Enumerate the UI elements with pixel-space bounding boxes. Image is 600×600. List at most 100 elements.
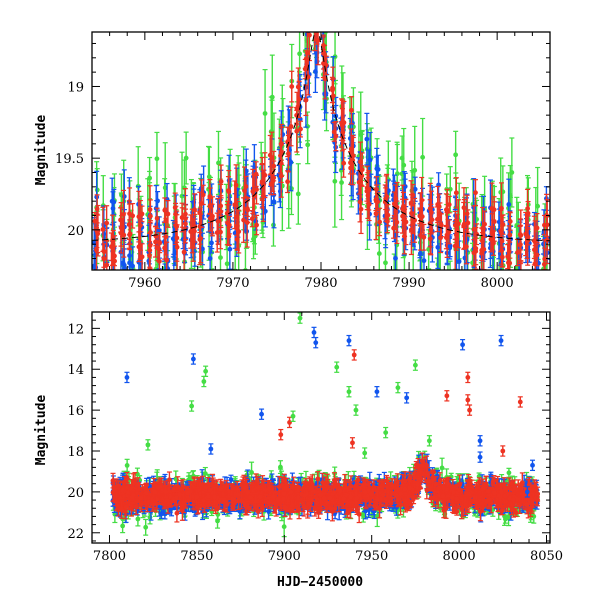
data-point-red xyxy=(259,163,265,200)
data-point-red xyxy=(197,191,203,234)
data-point-green xyxy=(346,386,352,398)
data-point-green xyxy=(143,518,149,536)
data-point-green xyxy=(189,400,195,412)
data-point-red xyxy=(118,219,124,247)
data-point-red xyxy=(384,209,390,234)
data-point-green xyxy=(295,163,301,225)
data-point-red xyxy=(467,404,473,416)
data-point-green xyxy=(420,117,426,197)
data-point-green xyxy=(183,131,189,185)
data-point-red xyxy=(500,445,506,457)
data-point-red xyxy=(400,191,406,221)
data-point-red xyxy=(348,96,354,125)
data-point-red xyxy=(225,200,231,246)
data-point-blue xyxy=(374,386,380,398)
data-point-blue xyxy=(447,236,453,260)
data-point-red xyxy=(341,148,347,178)
data-point-red xyxy=(438,213,444,238)
data-point-blue xyxy=(477,451,483,463)
data-point-red xyxy=(303,84,309,117)
top-panel-zoom: 7960 7970 7980 7990 8000 19 19.5 20 xyxy=(55,0,551,306)
data-point-red xyxy=(101,249,107,268)
data-point-blue xyxy=(313,336,319,349)
data-point-red xyxy=(349,437,355,449)
data-point-blue xyxy=(435,225,441,270)
data-point-green xyxy=(124,458,130,473)
data-point-green xyxy=(277,460,283,475)
data-point-red xyxy=(391,191,397,217)
data-point-red xyxy=(253,161,259,188)
data-point-red xyxy=(419,176,425,224)
data-point-red xyxy=(162,236,168,260)
x-tick-label: 7990 xyxy=(393,276,426,291)
y-tick-label: 20 xyxy=(67,486,84,501)
data-point-blue xyxy=(208,443,214,455)
data-point-red xyxy=(315,32,321,66)
data-point-red xyxy=(350,136,356,175)
data-point-blue xyxy=(259,408,265,420)
data-point-blue xyxy=(460,338,466,351)
x-tick-label: 7960 xyxy=(128,276,161,291)
data-point-red xyxy=(157,232,163,254)
y-tick-label: 16 xyxy=(67,404,84,419)
data-point-red xyxy=(289,70,295,103)
data-point-red xyxy=(544,215,550,265)
data-point-green xyxy=(514,226,520,270)
data-point-red xyxy=(139,205,145,223)
data-point-blue xyxy=(533,268,539,270)
bottom-panel-full-season: 7800 7850 7900 7950 8000 8050 12 14 16 18 20 22 xyxy=(67,311,563,564)
data-point-green xyxy=(334,361,340,373)
data-point-red xyxy=(234,200,240,251)
data-point-red xyxy=(525,200,531,226)
data-point-red xyxy=(320,36,326,55)
data-point-red xyxy=(287,416,293,429)
x-tick-label: 7980 xyxy=(304,276,337,291)
data-point-green xyxy=(428,272,433,306)
data-point-red xyxy=(104,240,110,270)
data-point-red xyxy=(331,121,337,142)
data-point-red xyxy=(429,206,435,233)
data-point-red xyxy=(245,197,251,223)
data-point-red xyxy=(446,219,452,245)
data-point-green xyxy=(353,404,359,416)
data-point-red xyxy=(182,188,188,241)
data-point-red xyxy=(147,199,153,234)
y-tick-label: 12 xyxy=(67,322,84,337)
data-point-red xyxy=(241,197,247,243)
data-point-red xyxy=(127,223,133,245)
top-ylabel: Magnitude xyxy=(34,115,49,186)
data-point-red xyxy=(313,0,318,23)
data-point-red xyxy=(517,396,523,408)
data-point-red xyxy=(302,58,308,80)
y-tick-label: 18 xyxy=(67,445,84,460)
data-point-green xyxy=(426,435,432,447)
data-point-red xyxy=(472,179,478,207)
data-point-blue xyxy=(190,353,196,365)
data-point-red xyxy=(356,169,362,195)
data-point-blue xyxy=(162,263,168,270)
data-point-green xyxy=(453,130,459,179)
data-point-blue xyxy=(530,459,536,472)
data-point-green xyxy=(290,410,296,422)
data-point-red xyxy=(490,230,496,256)
data-point-red xyxy=(473,227,479,270)
data-point-blue xyxy=(477,435,483,447)
data-point-green xyxy=(395,381,401,394)
data-point-red xyxy=(517,225,523,265)
data-point-red xyxy=(278,126,284,161)
y-tick-label: 20 xyxy=(67,224,84,239)
y-tick-label: 22 xyxy=(67,527,84,542)
data-point-green xyxy=(382,244,388,270)
data-point-green xyxy=(154,131,160,186)
data-point-red xyxy=(341,100,347,145)
data-point-red xyxy=(305,58,311,96)
bottom-ylabel: Magnitude xyxy=(34,395,49,466)
x-tick-label: 7970 xyxy=(216,276,249,291)
data-point-green xyxy=(362,447,368,459)
x-tick-label: 7950 xyxy=(355,549,388,564)
plot-area xyxy=(110,312,541,538)
data-point-green xyxy=(506,467,512,478)
data-point-red xyxy=(463,228,469,265)
data-point-green xyxy=(478,262,484,270)
